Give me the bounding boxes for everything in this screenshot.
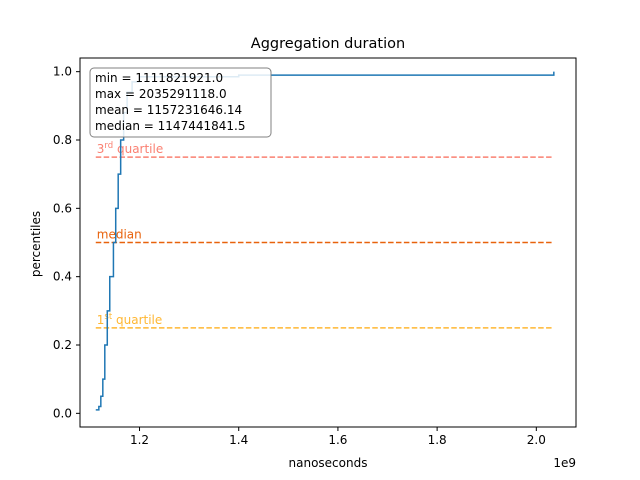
stats-box-frame	[89, 67, 272, 138]
y-axis-label: percentiles	[29, 211, 43, 277]
y-tick-label-1: 0.2	[53, 338, 72, 352]
x-tick-label-3: 1.8	[428, 433, 447, 447]
plot-area: 3rd quartile median 1st quartile min = 1111…	[53, 57, 577, 447]
reference-line-label-0: 3rd quartile	[97, 141, 163, 156]
stats-box: min = 1111821921.0 max = 2035291118.0 mean…	[89, 67, 272, 138]
x-tick-label-4: 2.0	[527, 433, 546, 447]
y-tick-label-5: 1.0	[53, 65, 72, 79]
reference-line-label-2: 1st quartile	[97, 312, 163, 327]
x-tick-label-0: 1.2	[130, 433, 149, 447]
stats-line-0: min = 1111821921.0	[95, 71, 223, 85]
y-tick-label-4: 0.8	[53, 133, 72, 147]
y-tick-label-2: 0.4	[53, 270, 72, 284]
axes-frame	[79, 57, 577, 428]
y-tick-label-0: 0.0	[53, 406, 72, 420]
reference-line-label-1: median	[97, 228, 142, 242]
x-axis-label: nanoseconds	[289, 456, 368, 470]
stats-line-1: max = 2035291118.0	[95, 87, 227, 101]
x-offset-label: 1e9	[553, 456, 576, 470]
stats-line-3: median = 1147441841.5	[95, 119, 245, 133]
stats-line-2: mean = 1157231646.14	[95, 103, 242, 117]
x-tick-label-2: 1.6	[328, 433, 347, 447]
chart-title: Aggregation duration	[251, 36, 405, 52]
y-tick-label-3: 0.6	[53, 201, 72, 215]
x-tick-label-1: 1.4	[229, 433, 248, 447]
